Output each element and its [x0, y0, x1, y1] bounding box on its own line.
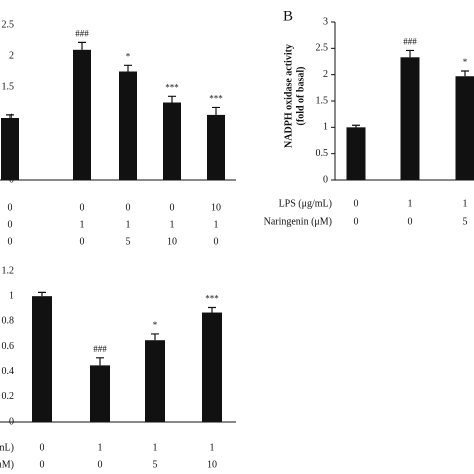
row-value: 0: [98, 459, 103, 470]
row-value: 1: [408, 198, 413, 209]
y-axis-title: (fold of basal): [295, 67, 306, 126]
bar: [346, 127, 366, 180]
significance-label: ***: [209, 94, 223, 104]
y-tick-label: 2: [9, 50, 14, 61]
row-value: 1: [80, 219, 85, 230]
y-tick-label: 1: [9, 112, 14, 123]
row-value: 0: [354, 216, 359, 227]
bar: [400, 57, 420, 180]
y-tick-label: 2.5: [2, 19, 15, 30]
row-value: 10: [211, 202, 221, 213]
error-bar: [38, 291, 46, 297]
row-label: LPS (μg/mL): [0, 442, 14, 453]
row-value: 0: [80, 236, 85, 247]
significance-label: ***: [165, 82, 179, 92]
error-bar: [212, 106, 220, 115]
error-bar: [6, 114, 14, 118]
row-value: 10: [207, 459, 217, 470]
error-bar: [208, 306, 216, 313]
row-value: 0: [40, 442, 45, 453]
y-tick-label: 1: [9, 290, 14, 301]
bar: [32, 296, 52, 422]
y-tick-label: 0.6: [2, 341, 15, 352]
row-value: 0: [408, 216, 413, 227]
row-value: 5: [126, 236, 131, 247]
significance-label: *: [153, 320, 158, 330]
error-bar: [461, 70, 469, 77]
row-value: 1: [170, 219, 175, 230]
y-tick-label: 0.2: [2, 391, 15, 402]
row-value: 1: [210, 442, 215, 453]
y-tick-label: 1.2: [2, 265, 15, 276]
row-value: 0: [8, 202, 13, 213]
significance-label: ###: [75, 28, 89, 38]
row-value: 1: [153, 442, 158, 453]
error-bar: [352, 124, 360, 128]
y-tick-label: 0: [323, 174, 328, 185]
row-value: 1: [214, 219, 219, 230]
row-value: 0: [126, 202, 131, 213]
y-tick-label: 2.5: [316, 43, 329, 54]
row-value: 0: [354, 198, 359, 209]
row-value: 5: [463, 216, 468, 227]
error-bar: [124, 64, 132, 72]
panel-label: B: [283, 8, 293, 24]
row-value: 1: [126, 219, 131, 230]
y-tick-label: 3: [323, 16, 328, 27]
error-bar: [406, 49, 414, 58]
significance-label: ###: [93, 344, 107, 354]
y-tick-label: 2: [323, 69, 328, 80]
significance-label: *: [463, 57, 468, 67]
significance-label: ###: [403, 37, 417, 47]
y-axis-title: NADPH oxidase activity: [283, 44, 294, 148]
bar: [207, 114, 225, 180]
error-bar: [78, 41, 86, 50]
bar: [163, 102, 181, 180]
y-tick-label: 0.4: [2, 366, 15, 377]
row-label: Naringenin (μM): [0, 459, 14, 470]
row-value: 0: [8, 236, 13, 247]
y-tick-label: 1.5: [2, 81, 15, 92]
error-bar: [96, 357, 104, 366]
bar: [145, 340, 165, 422]
y-tick-label: 1.5: [316, 95, 329, 106]
row-label: Naringenin (μM): [264, 216, 332, 227]
y-tick-label: 0: [9, 416, 14, 427]
row-value: 0: [40, 459, 45, 470]
bar: [90, 365, 110, 422]
row-value: 10: [167, 236, 177, 247]
row-value: 0: [80, 202, 85, 213]
row-value: 1: [463, 198, 468, 209]
bar: [1, 118, 19, 180]
bar: [73, 49, 91, 180]
y-tick-label: 0.5: [316, 148, 329, 159]
bar: [202, 312, 222, 422]
row-value: 0: [8, 219, 13, 230]
bar: [119, 71, 137, 180]
bar: [455, 76, 474, 180]
y-tick-label: 1: [323, 122, 328, 133]
row-value: 0: [214, 236, 219, 247]
row-label: LPS (μg/mL): [279, 198, 332, 209]
row-value: 5: [153, 459, 158, 470]
error-bar: [151, 333, 159, 341]
error-bar: [168, 95, 176, 103]
row-value: 0: [170, 202, 175, 213]
row-value: 1: [98, 442, 103, 453]
significance-label: ***: [205, 294, 219, 304]
significance-label: *: [126, 51, 131, 61]
y-tick-label: 0.8: [2, 316, 15, 327]
